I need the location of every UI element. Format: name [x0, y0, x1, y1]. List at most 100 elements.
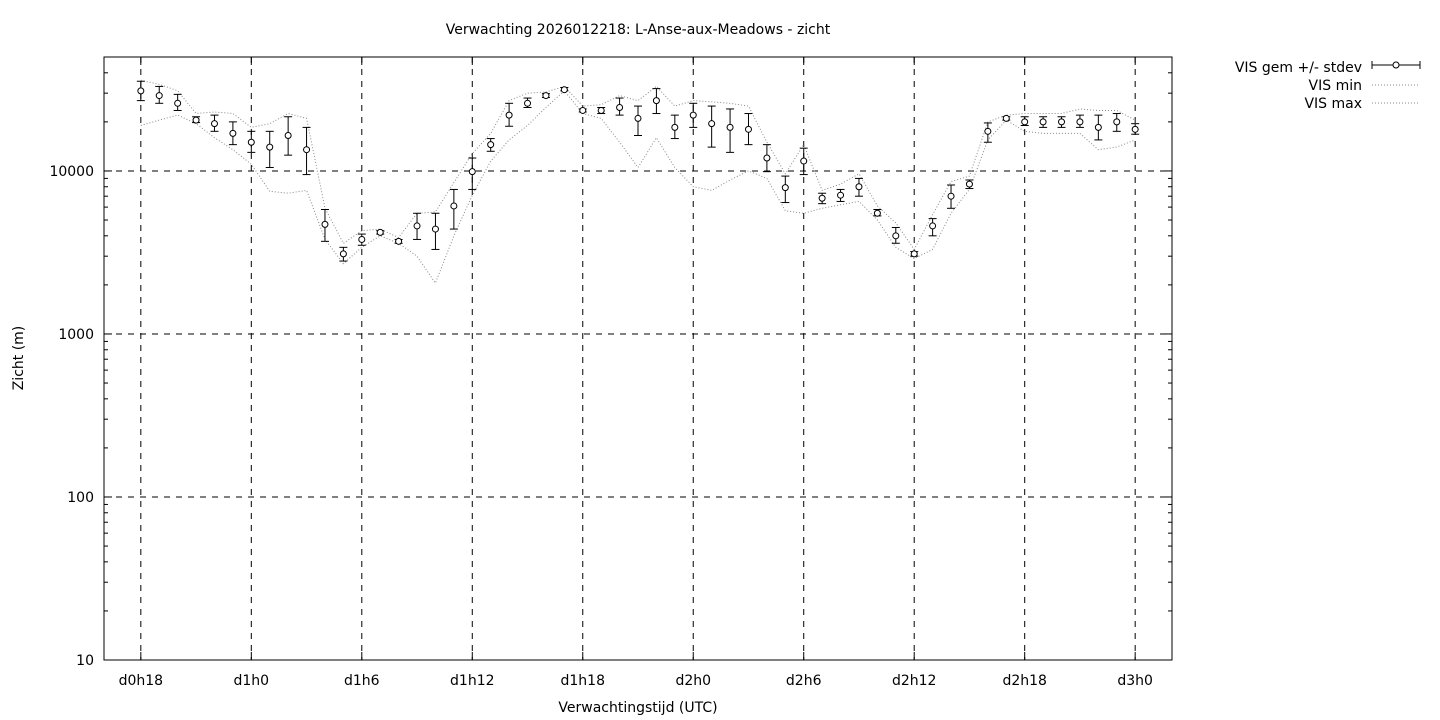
legend-label-mean: VIS gem +/- stdev — [1235, 60, 1362, 76]
mean-marker — [929, 222, 937, 230]
vis-mean-point — [523, 97, 532, 109]
vis-mean-point — [1075, 114, 1084, 128]
x-tick-label: d2h6 — [786, 673, 822, 689]
vis-mean-point — [854, 177, 863, 197]
vis-mean-point — [726, 108, 735, 153]
vis-mean-point — [873, 209, 882, 217]
vis-mean-point — [597, 106, 606, 115]
vis-mean-point — [891, 226, 900, 244]
mean-marker — [560, 86, 568, 94]
vis-mean-point — [413, 212, 422, 240]
chart-title: Verwachting 2026012218: L-Anse-aux-Meado… — [446, 22, 831, 38]
vis-mean-point — [947, 184, 956, 209]
mean-marker — [395, 237, 403, 245]
mean-marker — [468, 168, 476, 176]
mean-marker — [652, 97, 660, 105]
mean-marker — [358, 235, 366, 243]
y-tick-label: 100 — [67, 490, 94, 506]
mean-marker — [210, 120, 218, 128]
mean-marker — [965, 180, 973, 188]
mean-marker — [137, 87, 145, 95]
mean-marker — [616, 104, 624, 112]
vis-mean-point — [339, 246, 348, 262]
mean-marker — [744, 125, 752, 133]
mean-marker — [174, 99, 182, 107]
y-tick-label: 10000 — [49, 164, 94, 180]
data-series — [136, 79, 1140, 285]
vis-mean-point — [707, 105, 716, 148]
vis-mean-point — [836, 188, 845, 202]
x-tick-label: d1h12 — [450, 673, 494, 689]
vis-mean-point — [762, 144, 771, 173]
mean-marker — [266, 143, 274, 151]
mean-marker — [634, 114, 642, 122]
mean-marker — [303, 146, 311, 154]
vis-mean-point — [210, 114, 219, 132]
vis-mean-point — [670, 114, 679, 140]
x-tick-label: d2h0 — [675, 673, 711, 689]
mean-marker — [450, 202, 458, 210]
vis-mean-point — [357, 233, 366, 246]
vis-mean-point — [1131, 123, 1140, 135]
mean-marker — [855, 183, 863, 191]
mean-marker — [321, 220, 329, 228]
mean-marker — [155, 92, 163, 100]
legend-label-max: VIS max — [1304, 96, 1362, 112]
mean-marker — [192, 116, 200, 124]
grid-lines — [104, 57, 1172, 660]
mean-marker — [431, 225, 439, 233]
mean-marker — [542, 92, 550, 100]
vis-mean-point — [560, 86, 569, 94]
vis-mean-point — [449, 188, 458, 230]
vis-mean-point — [155, 85, 164, 104]
mean-marker — [1039, 118, 1047, 126]
mean-marker — [1131, 125, 1139, 133]
vis-mean-point — [965, 179, 974, 190]
vis-mean-point — [228, 121, 237, 146]
vis-mean-point — [818, 192, 827, 205]
mean-marker — [284, 131, 292, 139]
mean-marker — [781, 184, 789, 192]
mean-marker — [1076, 118, 1084, 126]
vis-max-line — [140, 79, 1136, 251]
vis-mean-point — [486, 138, 495, 152]
x-tick-label: d1h0 — [234, 673, 270, 689]
mean-marker — [708, 120, 716, 128]
x-tick-label: d1h6 — [344, 673, 380, 689]
mean-marker — [892, 232, 900, 240]
mean-marker — [689, 111, 697, 119]
vis-mean-point — [541, 92, 550, 100]
vis-mean-point — [136, 80, 145, 102]
vis-mean-point — [652, 88, 661, 115]
vis-mean-point — [1112, 113, 1121, 132]
plot-frame — [103, 56, 1173, 661]
x-tick-label: d3h0 — [1117, 673, 1153, 689]
vis-mean-point — [265, 130, 274, 168]
mean-marker — [910, 250, 918, 258]
vis-mean-point — [468, 157, 477, 190]
mean-marker — [837, 191, 845, 199]
mean-marker — [487, 141, 495, 149]
legend-label-min: VIS min — [1309, 78, 1362, 94]
vis-mean-point — [376, 228, 385, 236]
x-tick-label: d2h12 — [892, 673, 936, 689]
vis-mean-point — [505, 102, 514, 127]
vis-mean-point — [578, 106, 587, 114]
x-tick-label: d1h18 — [561, 673, 605, 689]
mean-marker — [376, 228, 384, 236]
y-tick-label: 1000 — [58, 327, 94, 343]
x-tick-label: d0h18 — [119, 673, 163, 689]
mean-marker — [579, 106, 587, 114]
vis-mean-point — [320, 209, 329, 242]
vis-mean-point — [799, 147, 808, 176]
vis-mean-point — [394, 237, 403, 245]
vis-mean-point — [431, 212, 440, 250]
legend-swatch-mean — [1371, 61, 1421, 69]
y-axis-label: Zicht (m) — [11, 326, 27, 391]
vis-mean-point — [284, 116, 293, 156]
legend: VIS gem +/- stdev VIS min VIS max — [1235, 60, 1421, 112]
vis-mean-point — [1057, 116, 1066, 128]
vis-mean-point — [192, 116, 201, 124]
